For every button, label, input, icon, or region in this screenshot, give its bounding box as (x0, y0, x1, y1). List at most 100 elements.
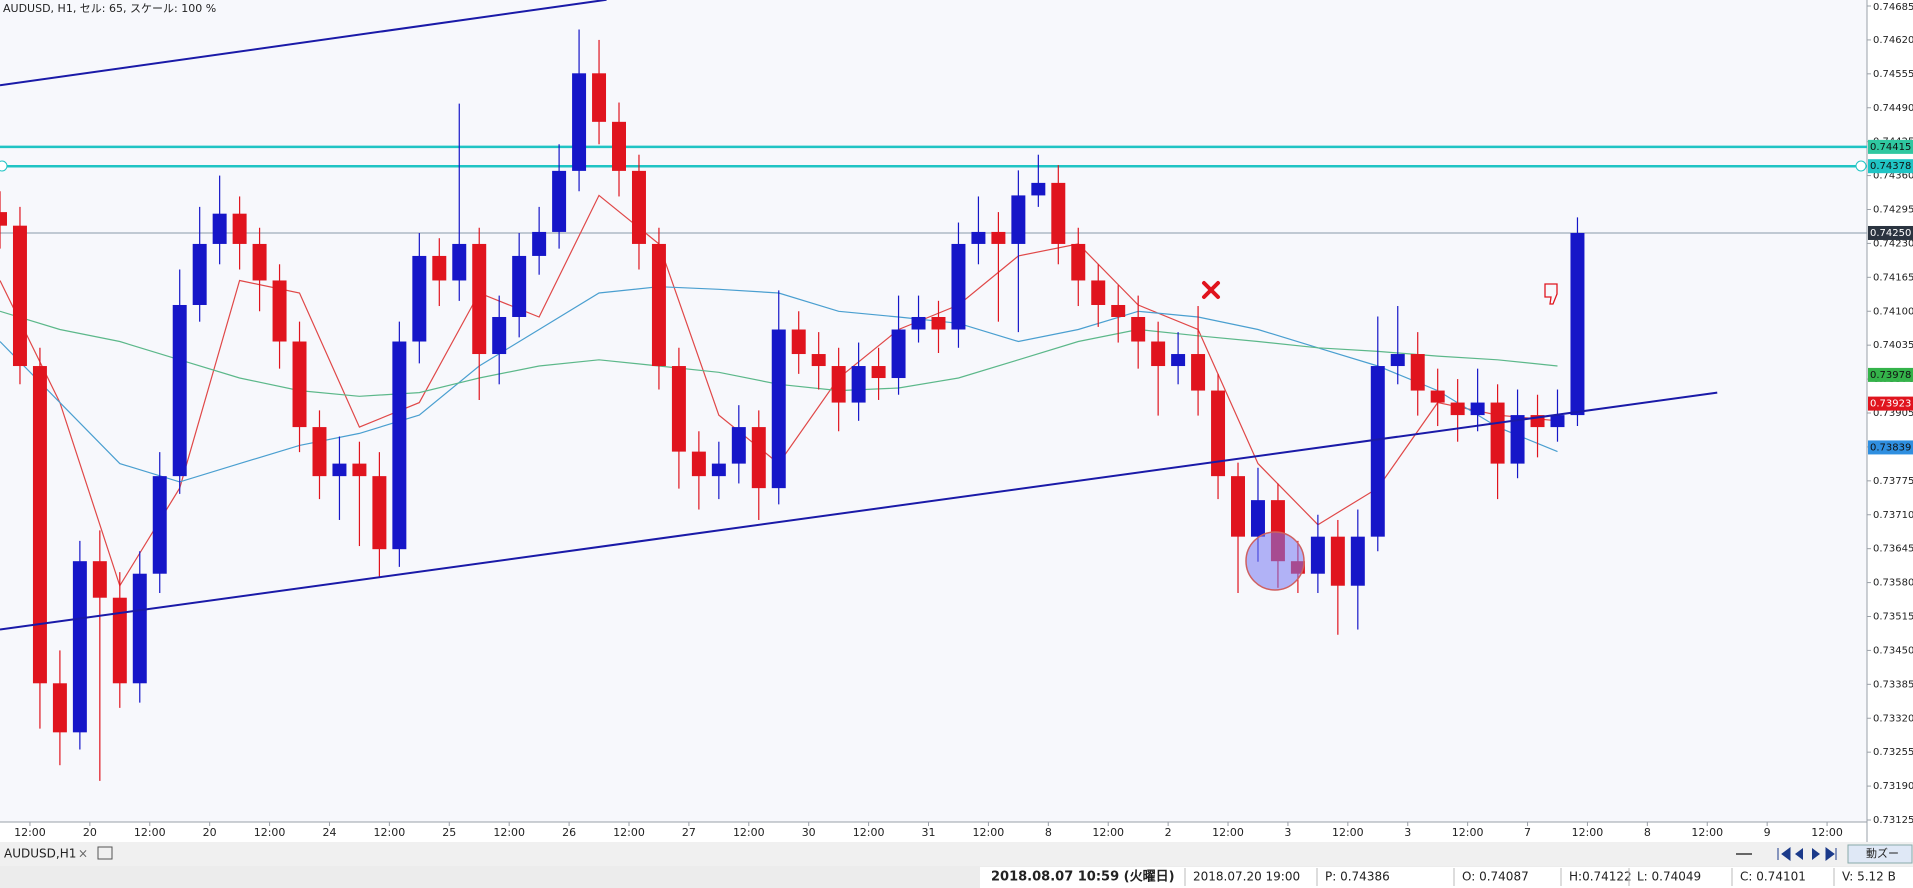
x-tick-label: 25 (442, 826, 456, 839)
status-field: V: 5.12 B (1842, 870, 1896, 884)
x-tick-label: 27 (682, 826, 696, 839)
scroll-back[interactable] (1795, 848, 1803, 860)
candle-body (1071, 243, 1086, 281)
candle-body (631, 170, 646, 244)
x-tick-label: 9 (1764, 826, 1771, 839)
candle-body (592, 73, 607, 122)
candle-body (1450, 402, 1465, 416)
candle-body (691, 451, 706, 477)
candle-body (1111, 304, 1126, 317)
candle-body (372, 476, 387, 550)
x-tick-label: 12:00 (1332, 826, 1364, 839)
y-tick-label: 0.73710 (1873, 510, 1913, 521)
candle-body (1490, 402, 1505, 464)
candle-body (1091, 280, 1106, 305)
x-tick-label: 12:00 (1691, 826, 1723, 839)
plot-area (0, 0, 1867, 781)
candle-body (711, 463, 726, 477)
x-tick-label: 2 (1165, 826, 1172, 839)
candle-body (172, 304, 187, 477)
candle-body (911, 316, 926, 330)
status-fields: 2018.08.07 10:59 (火曜日) 2018.07.20 19:00 P:… (991, 868, 1896, 886)
scroll-first[interactable] (1777, 847, 1791, 861)
zoom-label[interactable]: 動ズー (1866, 846, 1899, 860)
x-tick-label: 12:00 (254, 826, 286, 839)
candle-body (1370, 366, 1385, 537)
tab-close[interactable]: × (78, 847, 88, 861)
y-tick-label: 0.74490 (1873, 103, 1913, 114)
candle-body (831, 366, 846, 403)
candle-body (791, 329, 806, 355)
candle-body (512, 255, 527, 317)
y-tick-label: 0.73385 (1873, 679, 1913, 690)
candle-body (991, 231, 1006, 244)
trend-line (0, 391, 1718, 631)
thumbs-down-icon (1544, 283, 1558, 305)
candle-body (1350, 536, 1365, 586)
scroll-last[interactable] (1825, 847, 1837, 861)
candle-body (292, 341, 307, 428)
x-tick-label: 12:00 (1572, 826, 1604, 839)
candle-body (1231, 476, 1245, 537)
plot-background (0, 0, 1867, 822)
x-tick-label: 3 (1404, 826, 1411, 839)
y-tick-label: 0.74230 (1873, 238, 1913, 249)
x-tick-label: 12:00 (1092, 826, 1124, 839)
status-panel (980, 867, 1913, 888)
candle-body (492, 316, 507, 355)
y-tick-label: 0.73905 (1873, 408, 1913, 419)
y-tick-label: 0.74620 (1873, 35, 1913, 46)
price-tag-label: 0.73978 (1870, 370, 1911, 381)
candle-body (851, 366, 866, 403)
status-field: O: 0.74087 (1462, 870, 1529, 884)
candle-body (472, 243, 487, 355)
candle-body (671, 366, 686, 452)
zoom-button[interactable] (1847, 844, 1913, 864)
x-tick-label: 3 (1284, 826, 1291, 839)
chart-tab[interactable]: AUDUSD,H1 (4, 847, 76, 861)
x-tick-label: 12:00 (493, 826, 525, 839)
status-field: P: 0.74386 (1325, 870, 1390, 884)
candle-body (0, 212, 7, 226)
candle-body (1510, 415, 1525, 464)
y-tick-label: 0.74100 (1873, 306, 1913, 317)
tab-bar (0, 842, 1913, 866)
cross-stroke (1202, 281, 1220, 299)
candle-body (232, 213, 247, 244)
price-tag-label: 0.74250 (1870, 228, 1911, 239)
candle-body (1131, 316, 1146, 342)
candle-body (1310, 536, 1325, 574)
x-tick-label: 12:00 (853, 826, 885, 839)
price-tag (1868, 225, 1913, 240)
tab-icon[interactable] (97, 846, 113, 860)
y-tick-label: 0.74165 (1873, 272, 1913, 283)
candle-body (1330, 536, 1345, 586)
x-tick-label: 8 (1644, 826, 1651, 839)
candle-body (572, 73, 587, 171)
circle-annotation (1245, 531, 1305, 591)
price-tag-label: 0.74415 (1870, 142, 1911, 153)
candle-body (1470, 402, 1485, 416)
x-tick-label: 24 (322, 826, 336, 839)
y-tick-label: 0.73515 (1873, 612, 1913, 623)
candle-body (332, 463, 347, 477)
x-tick-label: 12:00 (613, 826, 645, 839)
candle-body (32, 366, 47, 684)
line-handle (0, 160, 8, 172)
candle-body (951, 243, 966, 330)
x-tick-label: 12:00 (1452, 826, 1484, 839)
line-handle (1855, 160, 1867, 172)
scroll-forward[interactable] (1812, 848, 1820, 860)
price-tag (1868, 159, 1913, 174)
candle-body (1171, 354, 1186, 367)
candle-body (1550, 415, 1565, 428)
scroll-buttons[interactable] (1777, 847, 1837, 861)
candle-body (352, 463, 367, 477)
y-tick-label: 0.74035 (1873, 340, 1913, 351)
price-tag (1868, 396, 1913, 411)
candle-body (1151, 341, 1166, 367)
trend-line (0, 0, 607, 87)
candle-body (1430, 390, 1445, 403)
x-tick-label: 12:00 (14, 826, 46, 839)
